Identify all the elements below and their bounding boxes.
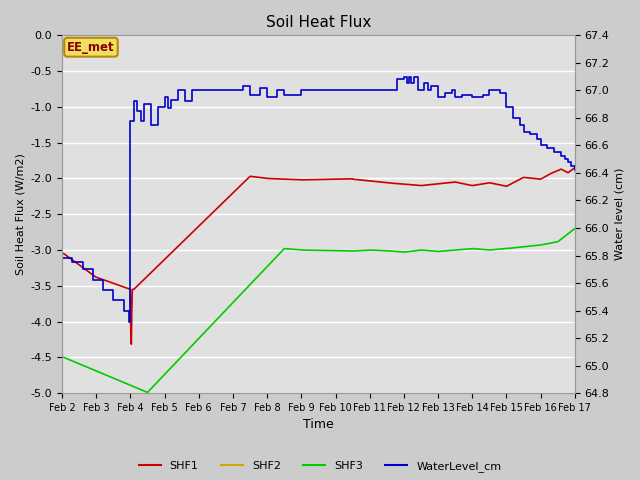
Y-axis label: Soil Heat Flux (W/m2): Soil Heat Flux (W/m2) bbox=[15, 153, 25, 275]
Text: EE_met: EE_met bbox=[67, 41, 115, 54]
Y-axis label: Water level (cm): Water level (cm) bbox=[615, 168, 625, 261]
Title: Soil Heat Flux: Soil Heat Flux bbox=[266, 15, 371, 30]
X-axis label: Time: Time bbox=[303, 419, 334, 432]
Legend: SHF1, SHF2, SHF3, WaterLevel_cm: SHF1, SHF2, SHF3, WaterLevel_cm bbox=[134, 457, 506, 477]
